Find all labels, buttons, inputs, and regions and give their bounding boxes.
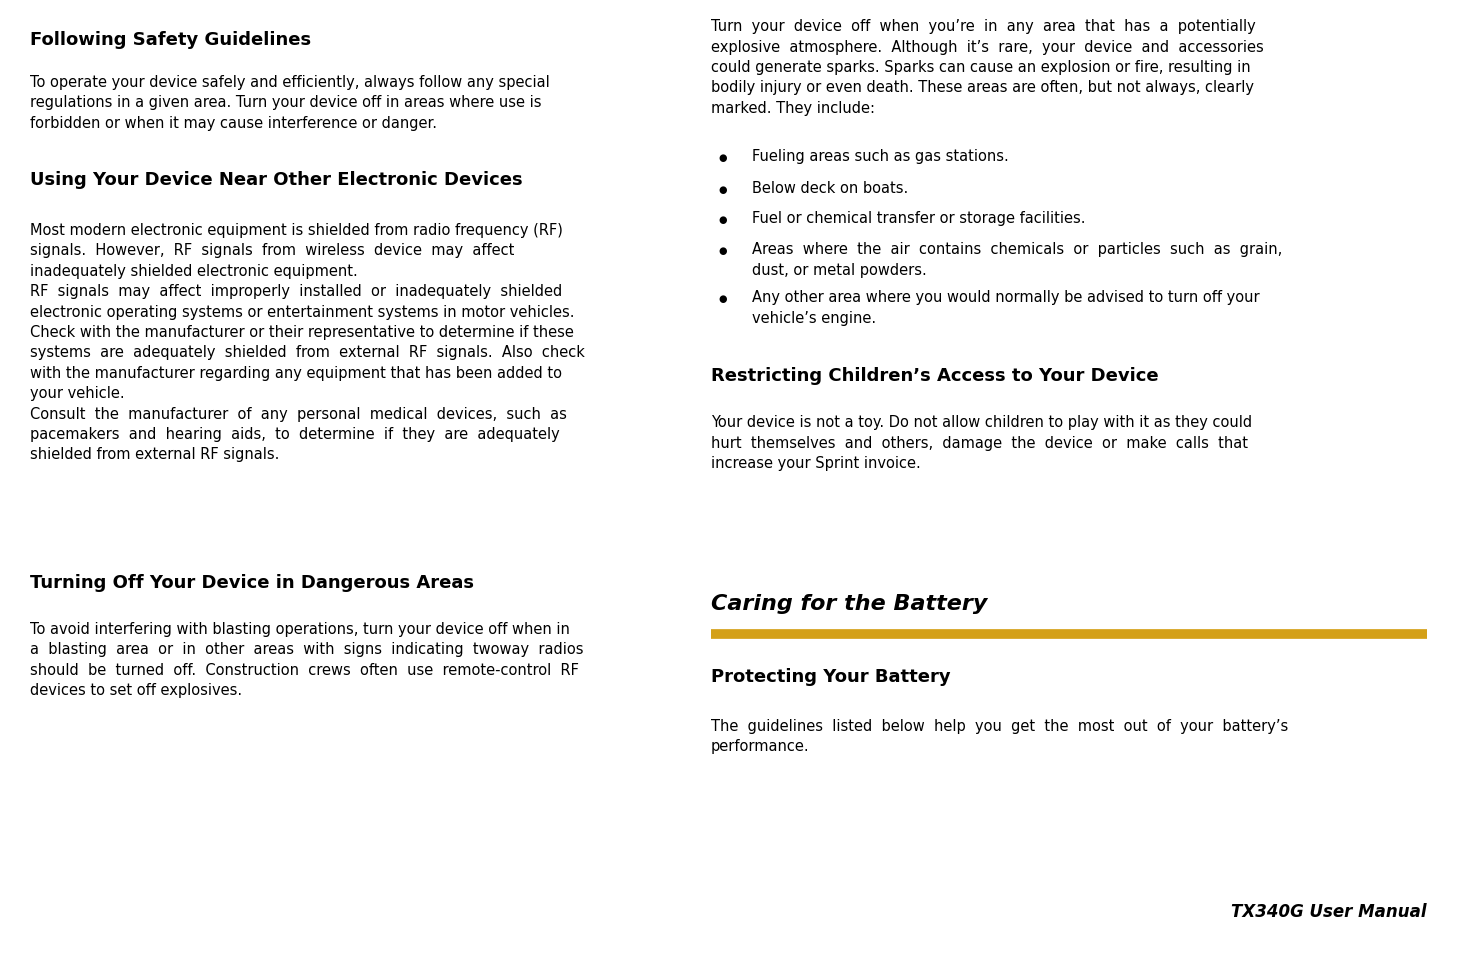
Text: Restricting Children’s Access to Your Device: Restricting Children’s Access to Your De… (711, 367, 1158, 385)
Text: ●: ● (718, 294, 727, 304)
Text: Below deck on boats.: Below deck on boats. (752, 181, 908, 196)
Text: ●: ● (718, 185, 727, 194)
Text: ●: ● (718, 215, 727, 225)
Text: Turning Off Your Device in Dangerous Areas: Turning Off Your Device in Dangerous Are… (31, 574, 474, 592)
Text: Using Your Device Near Other Electronic Devices: Using Your Device Near Other Electronic … (31, 171, 523, 189)
Text: Your device is not a toy. Do not allow children to play with it as they could
hu: Your device is not a toy. Do not allow c… (711, 415, 1252, 471)
Text: Protecting Your Battery: Protecting Your Battery (711, 668, 950, 686)
Text: Areas  where  the  air  contains  chemicals  or  particles  such  as  grain,
dus: Areas where the air contains chemicals o… (752, 242, 1282, 278)
Text: To avoid interfering with blasting operations, turn your device off when in
a  b: To avoid interfering with blasting opera… (31, 622, 583, 698)
Text: Any other area where you would normally be advised to turn off your
vehicle’s en: Any other area where you would normally … (752, 290, 1259, 326)
Text: ●: ● (718, 153, 727, 162)
Text: Fueling areas such as gas stations.: Fueling areas such as gas stations. (752, 149, 1008, 164)
Text: TX340G User Manual: TX340G User Manual (1231, 902, 1426, 921)
Text: Caring for the Battery: Caring for the Battery (711, 594, 988, 614)
Text: Following Safety Guidelines: Following Safety Guidelines (31, 31, 312, 49)
Text: Fuel or chemical transfer or storage facilities.: Fuel or chemical transfer or storage fac… (752, 211, 1085, 227)
Text: The  guidelines  listed  below  help  you  get  the  most  out  of  your  batter: The guidelines listed below help you get… (711, 719, 1288, 754)
Text: ●: ● (718, 246, 727, 256)
Text: To operate your device safely and efficiently, always follow any special
regulat: To operate your device safely and effici… (31, 75, 549, 131)
Text: Most modern electronic equipment is shielded from radio frequency (RF)
signals. : Most modern electronic equipment is shie… (31, 223, 584, 462)
Text: Turn  your  device  off  when  you’re  in  any  area  that  has  a  potentially
: Turn your device off when you’re in any … (711, 19, 1263, 116)
